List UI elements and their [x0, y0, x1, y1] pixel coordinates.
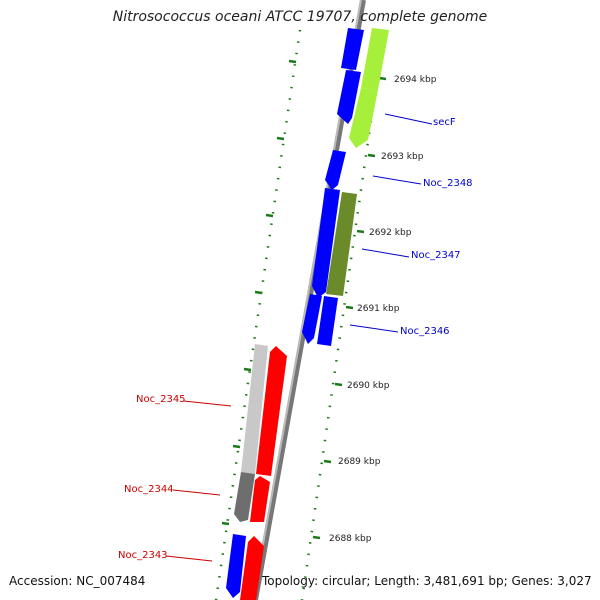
gene-label-secF: secF [433, 117, 456, 128]
gene-grey-2 [234, 472, 255, 522]
gene-forward-1 [256, 346, 287, 476]
gene-forward-2 [250, 476, 270, 522]
gene-forward-3 [240, 536, 264, 600]
accession-label: Accession: NC_007484 [9, 574, 146, 588]
reverse-alt-genes [326, 28, 389, 296]
forward-gene-labels: Noc_2345 Noc_2344 Noc_2343 [118, 394, 186, 561]
forward-genes [240, 346, 287, 600]
gene-reverse-4 [312, 188, 340, 298]
gene-label-noc-2346: Noc_2346 [400, 326, 450, 337]
gene-label-noc-2347: Noc_2347 [411, 250, 461, 261]
gene-reverse-1 [341, 28, 364, 70]
gene-label-noc-2348: Noc_2348 [423, 178, 473, 189]
scale-label-2689: 2689 kbp [338, 457, 381, 467]
inner-tick-track [214, 29, 302, 600]
gene-reverse-6 [317, 296, 338, 346]
scale-label-2688: 2688 kbp [329, 534, 372, 544]
scale-label-2693: 2693 kbp [381, 152, 424, 162]
scale-label-2692: 2692 kbp [369, 228, 412, 238]
gene-reverse-7 [226, 534, 246, 598]
gene-reverse-2 [337, 70, 361, 124]
map-title: Nitrosococcus oceani ATCC 19707, complet… [112, 9, 488, 25]
scale-label-2694: 2694 kbp [394, 75, 437, 85]
gene-reverse-5 [302, 294, 322, 344]
gene-label-noc-2343: Noc_2343 [118, 550, 168, 561]
topology-label: Topology: circular; Length: 3,481,691 bp… [262, 574, 592, 588]
gene-label-noc-2344: Noc_2344 [124, 484, 174, 495]
scale-label-2691: 2691 kbp [357, 304, 400, 314]
gene-green-3 [326, 192, 357, 296]
reverse-callouts [349, 113, 433, 333]
gene-green-2 [349, 88, 378, 148]
scale-labels: 2694 kbp 2693 kbp 2692 kbp 2691 kbp 2690… [329, 75, 437, 544]
gene-label-noc-2345: Noc_2345 [136, 394, 186, 405]
outer-tick-track [300, 29, 386, 600]
gene-green-1 [361, 28, 389, 90]
forward-alt-genes [234, 344, 268, 522]
gene-reverse-3 [325, 150, 346, 190]
scale-label-2690: 2690 kbp [347, 381, 390, 391]
reverse-genes [226, 28, 364, 598]
gene-grey-1 [241, 344, 268, 474]
forward-callouts [165, 400, 232, 562]
reverse-gene-labels: secF Noc_2348 Noc_2347 Noc_2346 [400, 117, 473, 337]
inner-major-ticks [221, 59, 297, 526]
